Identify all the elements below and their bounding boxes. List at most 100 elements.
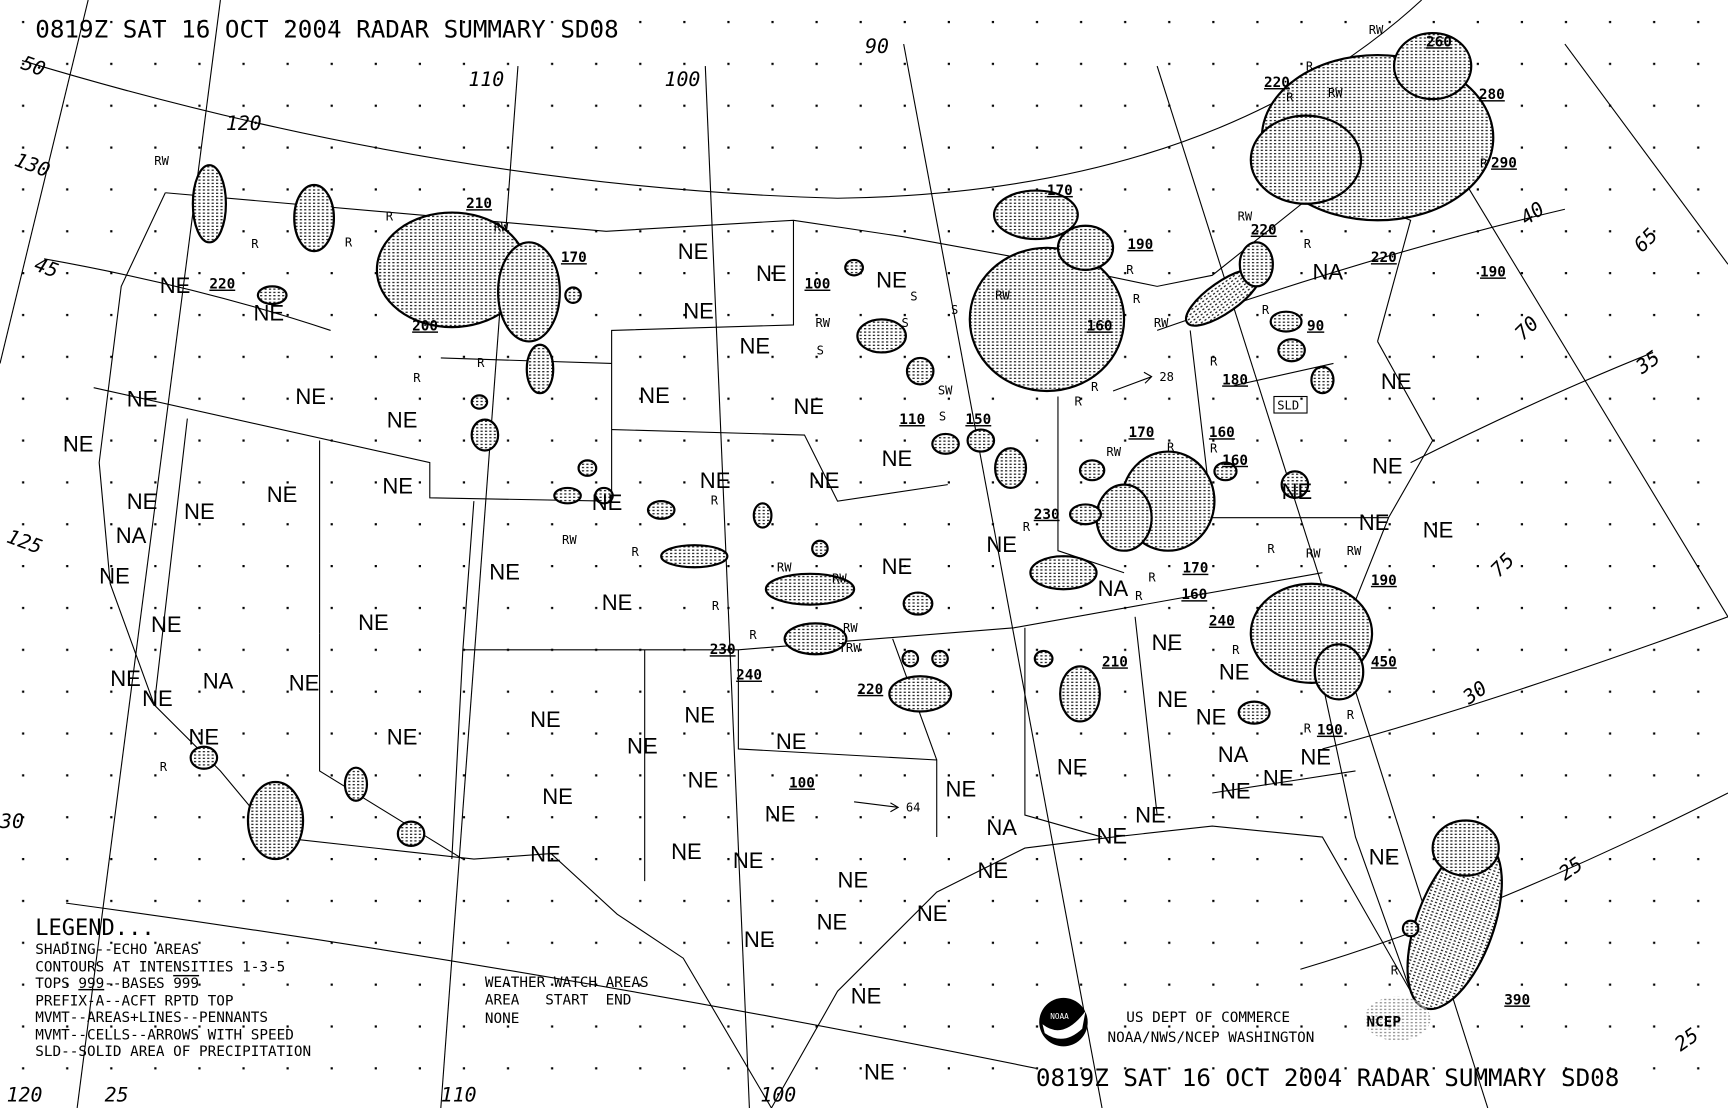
precip-type-label: RW <box>1154 316 1169 330</box>
latitude-line-30 <box>1322 616 1728 750</box>
ncep-logo: NCEP <box>1364 996 1431 1041</box>
echo-top-label: 190 <box>1127 237 1153 253</box>
precip-type-label: S <box>951 303 958 317</box>
pacific-coast <box>98 192 276 838</box>
echo-area <box>1213 461 1238 482</box>
legend-tops-prefix: TOPS <box>35 976 78 992</box>
cell-speed: 28 <box>1159 370 1174 384</box>
watch-heading: WEATHER WATCH AREAS <box>485 975 649 991</box>
echo-top-label: 240 <box>1209 614 1235 630</box>
precip-type-label: SW <box>938 383 953 397</box>
precip-type-label: R <box>711 493 719 507</box>
precip-type-label: R <box>1304 721 1312 735</box>
echo-area <box>246 780 305 861</box>
echo-area <box>752 502 773 529</box>
coverage-label: NE <box>188 725 219 750</box>
echo-area <box>1095 483 1153 552</box>
coverage-label: NE <box>127 386 158 411</box>
coverage-label: NE <box>765 802 796 827</box>
coverage-label: NA <box>203 668 234 693</box>
echo-area <box>470 394 489 410</box>
precip-type-label: R <box>1304 237 1312 251</box>
echo-area <box>1249 114 1363 205</box>
echo-area <box>1237 700 1271 725</box>
echo-area <box>1401 919 1420 938</box>
legend-tops-sample: 999 <box>78 976 104 992</box>
coverage-label: NE <box>876 267 907 292</box>
legend-line: SLD--SOLID AREA OF PRECIPITATION <box>35 1044 311 1060</box>
coverage-label: NE <box>99 564 130 589</box>
coverage-label: NE <box>1057 754 1088 779</box>
coverage-label: NE <box>627 733 658 758</box>
precip-type-label: R <box>477 356 485 370</box>
coverage-label: NE <box>160 273 191 298</box>
precip-type-label: R <box>386 209 394 223</box>
watch-value: NONE <box>485 1011 519 1027</box>
grid-label: 120 <box>7 1083 43 1106</box>
cell-speed: 64 <box>906 801 921 815</box>
echo-area <box>293 183 336 253</box>
precip-type-label: S <box>901 316 908 330</box>
coverage-label: NE <box>946 776 977 801</box>
echo-area <box>764 572 856 606</box>
coverage-label: NE <box>917 901 948 926</box>
echo-area <box>1078 459 1106 482</box>
coverage-label: NA <box>1218 742 1249 767</box>
legend-bases-sample: 999 <box>173 976 199 992</box>
echo-top-label: 220 <box>1251 223 1277 239</box>
coverage-label: NE <box>184 499 215 524</box>
precip-type-label: R <box>1210 442 1218 456</box>
coverage-label: NE <box>127 489 158 514</box>
coverage-label: NE <box>864 1059 895 1084</box>
coverage-label: NE <box>1219 660 1250 685</box>
coverage-label: NE <box>882 446 913 471</box>
echo-top-label: 90 <box>1307 318 1324 334</box>
coverage-label: NE <box>1135 803 1166 828</box>
latitude-line-45 <box>43 258 331 331</box>
echo-area <box>1313 643 1365 701</box>
echo-area <box>1033 649 1054 668</box>
coverage-label: NE <box>1423 517 1454 542</box>
echo-area <box>968 246 1126 393</box>
legend: LEGEND... SHADING--ECHO AREAS CONTOURS A… <box>35 916 311 1060</box>
legend-line: CONTOURS AT INTENSITIES 1-3-5 <box>35 959 285 975</box>
coverage-label: NE <box>793 394 824 419</box>
echo-area <box>1238 241 1274 288</box>
echo-top-label: 160 <box>1181 587 1207 603</box>
coverage-label: NA <box>1313 260 1344 285</box>
echo-top-label: 220 <box>1264 75 1290 91</box>
coverage-label: NE <box>809 468 840 493</box>
legend-heading: LEGEND... <box>35 916 154 941</box>
footer-title: 0819Z SAT 16 OCT 2004 RADAR SUMMARY SD08 <box>1036 1064 1619 1092</box>
noaa-logo: NOAA <box>1039 997 1088 1047</box>
precip-type-label: RW <box>1106 445 1121 459</box>
coverage-label: NE <box>289 671 320 696</box>
precip-type-label: R <box>1347 708 1355 722</box>
echo-area <box>577 459 598 477</box>
coverage-label: NE <box>387 725 418 750</box>
coverage-label: NE <box>489 559 520 584</box>
precip-type-label: TRW <box>839 641 862 655</box>
precip-type-label: R <box>712 599 720 613</box>
echo-top-label: 390 <box>1504 992 1530 1008</box>
precip-type-label: R <box>1480 156 1488 170</box>
echo-area <box>1277 338 1306 363</box>
precip-type-label: S <box>939 410 946 424</box>
coverage-label: NE <box>1372 454 1403 479</box>
latitude-line-50 <box>21 0 1423 199</box>
precip-type-label: R <box>1210 355 1218 369</box>
coverage-label: NE <box>592 490 623 515</box>
echo-area <box>497 241 561 343</box>
weather-watch-areas: WEATHER WATCH AREAS AREA START END NONE <box>485 975 649 1027</box>
solid-area-label: SLD <box>1277 399 1299 413</box>
legend-line: PREFIX-A--ACFT RPTD TOP <box>35 994 233 1010</box>
meridian-130 <box>0 0 89 364</box>
legend-line: MVMT--AREAS+LINES--PENNANTS <box>35 1010 268 1026</box>
echo-top-label: 170 <box>1182 561 1208 577</box>
precip-type-label: R <box>1391 964 1399 978</box>
mexico-border <box>275 836 772 1108</box>
coverage-label: NE <box>602 590 633 615</box>
echo-area <box>646 500 676 520</box>
latitude-line-25-west <box>66 902 1037 1069</box>
